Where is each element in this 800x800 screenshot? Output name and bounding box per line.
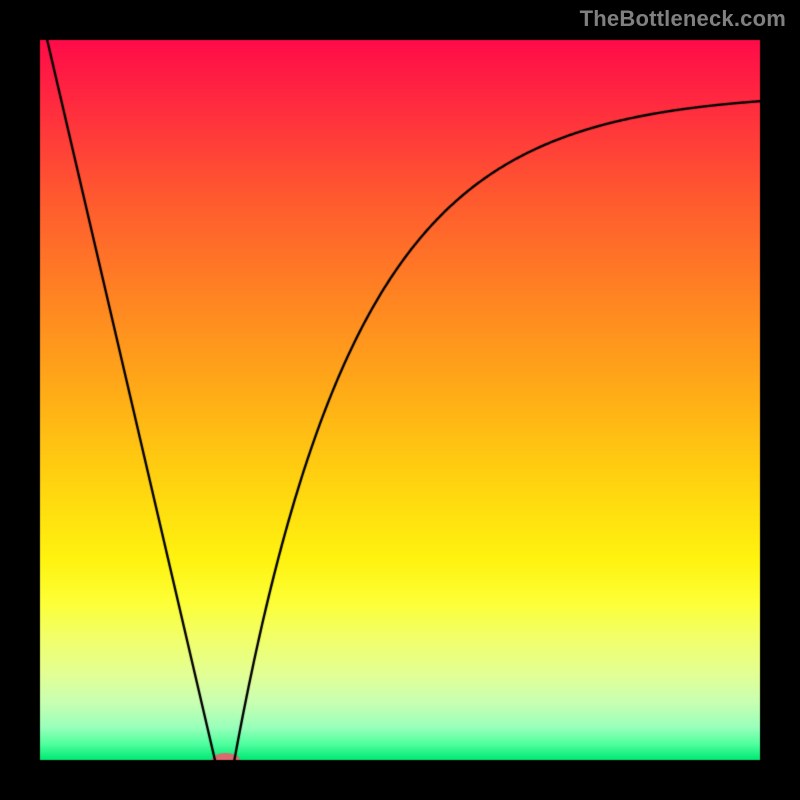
bottleneck-chart-canvas — [0, 0, 800, 800]
watermark-label: TheBottleneck.com — [580, 6, 786, 32]
chart-container: TheBottleneck.com — [0, 0, 800, 800]
